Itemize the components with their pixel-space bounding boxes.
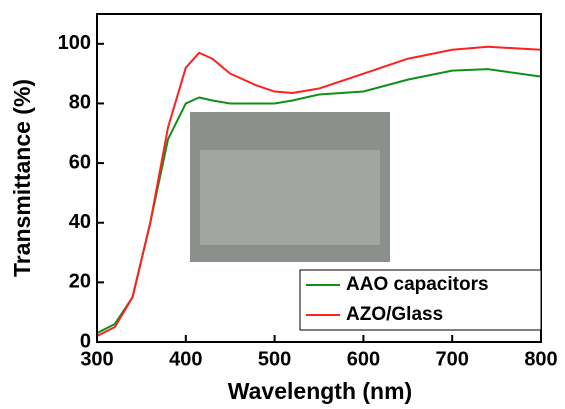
legend-label: AZO/Glass <box>346 304 443 325</box>
legend-label: AAO capacitors <box>346 274 489 295</box>
inset-film <box>200 150 380 245</box>
x-tick-label: 600 <box>347 348 380 370</box>
y-tick-label: 20 <box>69 271 91 293</box>
y-tick-label: 0 <box>80 330 91 352</box>
y-axis-title: Transmittance (%) <box>9 79 35 277</box>
y-tick-label: 40 <box>69 211 91 233</box>
chart: Wavelength (nm) Transmittance (%) 300400… <box>0 0 565 409</box>
y-tick-label: 60 <box>69 151 91 173</box>
x-tick-label: 700 <box>436 348 469 370</box>
y-tick-label: 100 <box>58 32 91 54</box>
x-axis-title: Wavelength (nm) <box>228 378 412 404</box>
y-tick-label: 80 <box>69 92 91 114</box>
x-tick-label: 400 <box>169 348 202 370</box>
x-tick-label: 500 <box>258 348 291 370</box>
x-tick-label: 800 <box>524 348 557 370</box>
